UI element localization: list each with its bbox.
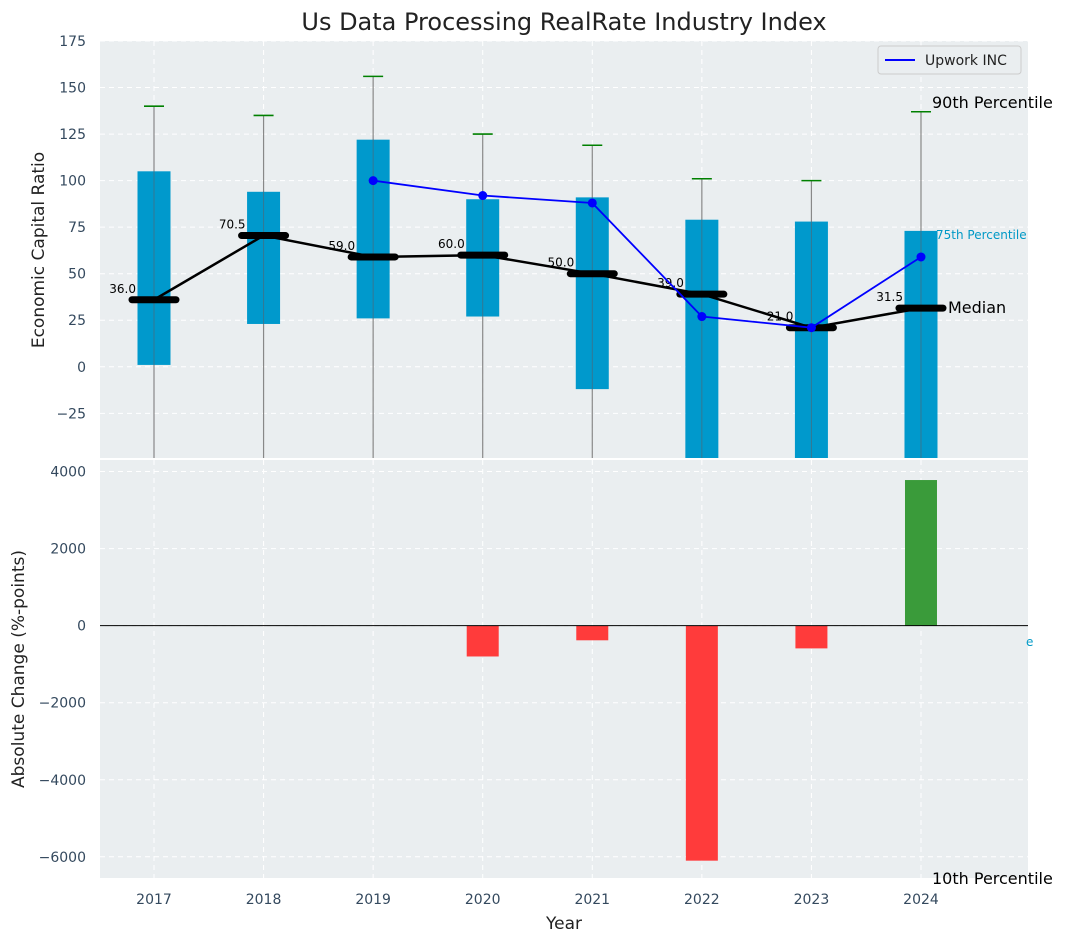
median-label-2018: 70.5 [219, 218, 246, 232]
x-tick-label-2024: 2024 [903, 892, 939, 908]
change-bar-2021 [576, 625, 609, 641]
median-label-2021: 50.0 [548, 256, 575, 270]
median-trend-line [153, 234, 922, 329]
top-y-tick-label: −25 [56, 406, 86, 422]
legend-label-upwork: Upwork INC [925, 53, 1007, 69]
x-tick-label-2021: 2021 [574, 892, 610, 908]
median-label-2024: 31.5 [876, 290, 903, 304]
series-line-upwork [373, 179, 922, 329]
bottom-y-tick-label: −4000 [39, 773, 86, 789]
annotation-p75: 75th Percentile [936, 228, 1027, 242]
top-y-tick-label: 125 [59, 127, 86, 143]
median-label-2017: 36.0 [109, 282, 136, 296]
x-axis-label: Year [545, 914, 582, 934]
top-y-tick-label: 75 [68, 220, 86, 236]
series-point-2021 [587, 198, 597, 208]
top-y-tick-label: 25 [68, 313, 86, 329]
bottom-y-tick-label: 0 [77, 619, 86, 635]
bottom-panel-background [100, 460, 1028, 878]
bottom-y-tick-label: −6000 [39, 850, 86, 866]
annotation-p10: 10th Percentile [932, 869, 1053, 888]
top-y-tick-label: 150 [59, 81, 86, 97]
top-panel: 36.070.559.0 60.050.039.021.031.5 −250255… [29, 34, 1053, 458]
annotation-p90: 90th Percentile [932, 93, 1053, 112]
median-label-2023: 21.0 [767, 310, 794, 324]
bottom-y-ticks: −6000 −4000 −2000 0 2000 4000 [39, 465, 86, 866]
series-upwork [368, 176, 926, 333]
series-point-2024 [916, 252, 926, 262]
change-bar-2020 [466, 625, 499, 657]
top-y-tick-label: 100 [59, 174, 86, 190]
x-tick-label-2022: 2022 [684, 892, 720, 908]
chart-title: Us Data Processing RealRate Industry Ind… [301, 8, 826, 36]
series-point-2020 [478, 191, 488, 201]
bottom-y-tick-label: 2000 [50, 542, 86, 558]
bottom-y-axis-label: Absolute Change (%-points) [9, 550, 29, 788]
annotation-median: Median [948, 298, 1006, 317]
x-tick-label-2023: 2023 [794, 892, 830, 908]
top-y-tick-label: 175 [59, 34, 86, 50]
median-label-2020: 60.0 [438, 237, 465, 251]
top-y-ticks: −25 0 25 50 75 100 125 150 175 [56, 34, 86, 422]
series-point-2019 [368, 176, 378, 186]
median-label-2019: 59.0 [328, 239, 355, 253]
bottom-y-tick-label: 4000 [50, 465, 86, 481]
x-tick-label-2017: 2017 [136, 892, 172, 908]
x-tick-label-2020: 2020 [465, 892, 501, 908]
change-bar-2023 [795, 625, 828, 649]
x-tick-label-2019: 2019 [355, 892, 391, 908]
change-bars [466, 480, 937, 861]
boxes [137, 139, 938, 458]
change-bar-2024 [904, 480, 937, 626]
median-trend: 36.070.559.0 60.050.039.021.031.5 [109, 218, 947, 332]
x-ticks: 2017 2018 2019 2020 2021 2022 2023 2024 [136, 892, 939, 908]
top-y-tick-label: 50 [68, 267, 86, 283]
change-bar-2022 [685, 625, 718, 861]
annotation-p25-partial: e [1026, 635, 1033, 649]
series-point-2022 [697, 312, 707, 322]
top-y-tick-label: 0 [77, 360, 86, 376]
bottom-y-tick-label: −2000 [39, 696, 86, 712]
series-point-2023 [806, 323, 816, 333]
top-y-axis-label: Economic Capital Ratio [29, 152, 49, 348]
legend: Upwork INC [877, 45, 1022, 75]
x-tick-label-2018: 2018 [246, 892, 282, 908]
legend-box [877, 45, 1022, 75]
bottom-panel: −6000 −4000 −2000 0 2000 4000 2017 2018 2019 202… [9, 460, 1053, 934]
